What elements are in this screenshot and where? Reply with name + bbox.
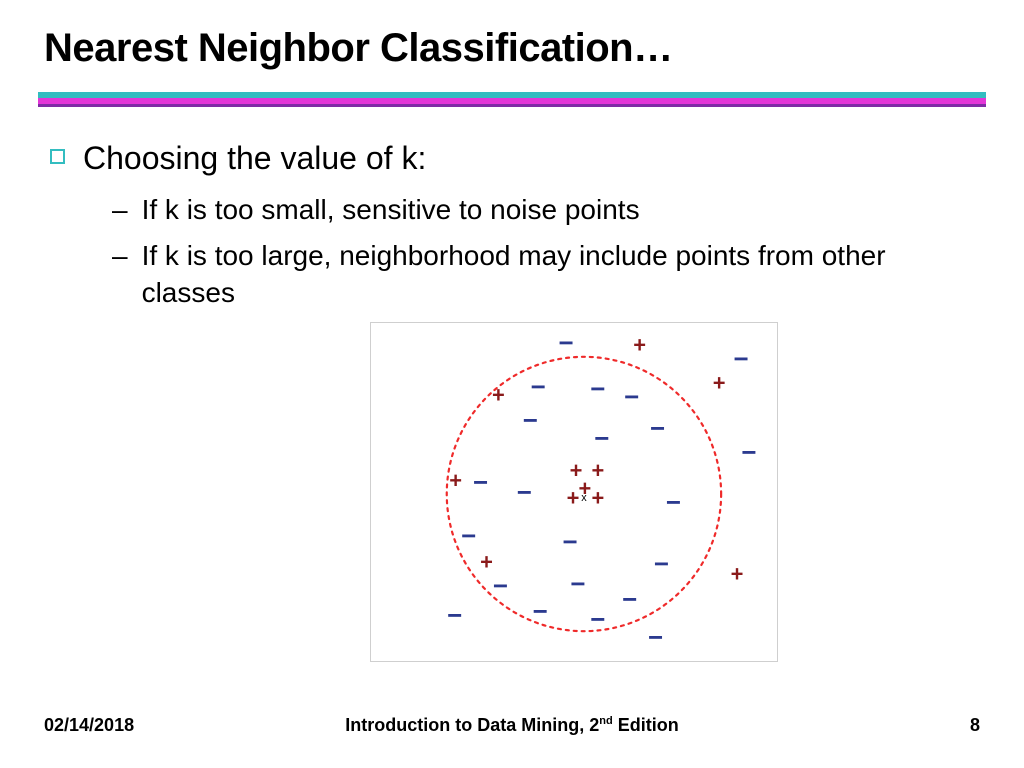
sub-bullet: – If k is too large, neighborhood may in… [112, 238, 974, 311]
bullet-level1: Choosing the value of k: [50, 138, 974, 178]
svg-text:+: + [492, 382, 505, 407]
svg-text:−: − [559, 330, 574, 358]
svg-text:−: − [733, 346, 748, 374]
svg-text:−: − [590, 375, 605, 403]
bullet-text: Choosing the value of k: [83, 138, 426, 178]
svg-text:−: − [622, 586, 637, 614]
svg-text:−: − [523, 407, 538, 435]
title-underline [38, 92, 986, 107]
svg-text:−: − [624, 383, 639, 411]
svg-text:−: − [666, 489, 681, 517]
svg-text:−: − [570, 570, 585, 598]
svg-text:+: + [591, 458, 604, 483]
svg-text:+: + [449, 468, 462, 493]
svg-text:−: − [531, 373, 546, 401]
slide-title: Nearest Neighbor Classification… [44, 26, 673, 71]
svg-text:+: + [480, 549, 493, 574]
footer-date: 02/14/2018 [44, 715, 134, 736]
svg-text:−: − [493, 572, 508, 600]
svg-text:−: − [741, 439, 756, 467]
svg-text:−: − [447, 602, 462, 630]
sub-bullet: – If k is too small, sensitive to noise … [112, 192, 974, 228]
dash-bullet-icon: – [112, 238, 128, 274]
svg-text:−: − [533, 598, 548, 626]
slide: Nearest Neighbor Classification… Choosin… [0, 0, 1024, 768]
svg-text:−: − [648, 624, 663, 652]
svg-text:−: − [517, 479, 532, 507]
knn-diagram: −−−−−−−−−−−−−−−−−−−−−−+++++++++++x [370, 322, 778, 662]
dash-bullet-icon: – [112, 192, 128, 228]
svg-text:+: + [713, 370, 726, 395]
svg-text:x: x [581, 492, 587, 504]
svg-text:+: + [731, 561, 744, 586]
svg-text:−: − [650, 415, 665, 443]
svg-text:+: + [591, 486, 604, 511]
square-bullet-icon [50, 149, 65, 164]
svg-text:−: − [461, 523, 476, 551]
svg-text:−: − [562, 529, 577, 557]
bullet-level2-list: – If k is too small, sensitive to noise … [112, 192, 974, 311]
svg-text:−: − [590, 606, 605, 634]
svg-text:−: − [473, 469, 488, 497]
svg-text:+: + [567, 486, 580, 511]
slide-footer: 02/14/2018 Introduction to Data Mining, … [44, 715, 980, 736]
footer-page-number: 8 [970, 715, 980, 736]
content-area: Choosing the value of k: – If k is too s… [50, 138, 974, 321]
svg-text:−: − [654, 550, 669, 578]
sub-bullet-text: If k is too large, neighborhood may incl… [142, 238, 974, 311]
sub-bullet-text: If k is too small, sensitive to noise po… [142, 192, 640, 228]
knn-diagram-svg: −−−−−−−−−−−−−−−−−−−−−−+++++++++++x [371, 323, 777, 661]
svg-text:+: + [633, 333, 646, 358]
footer-title: Introduction to Data Mining, 2nd Edition [44, 715, 980, 736]
svg-text:−: − [594, 425, 609, 453]
